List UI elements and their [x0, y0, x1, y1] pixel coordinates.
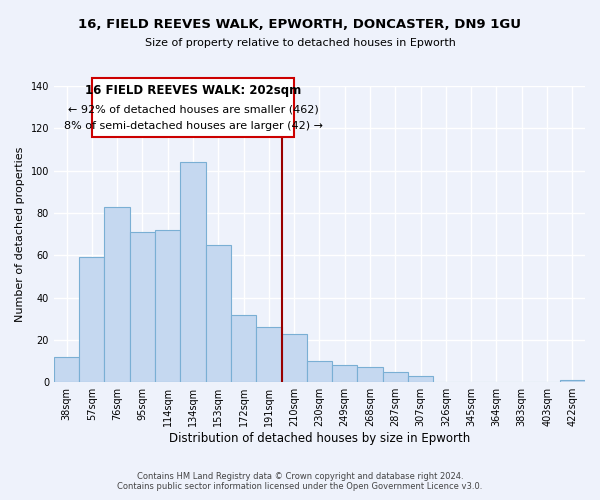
Bar [358, 368, 383, 382]
Bar [130, 232, 155, 382]
Y-axis label: Number of detached properties: Number of detached properties [15, 146, 25, 322]
Bar [54, 357, 79, 382]
Bar [104, 206, 130, 382]
Bar [155, 230, 181, 382]
Text: Size of property relative to detached houses in Epworth: Size of property relative to detached ho… [145, 38, 455, 48]
Text: 16 FIELD REEVES WALK: 202sqm: 16 FIELD REEVES WALK: 202sqm [85, 84, 301, 96]
Bar [181, 162, 206, 382]
Bar [206, 244, 231, 382]
Bar [79, 258, 104, 382]
Text: Contains HM Land Registry data © Crown copyright and database right 2024.: Contains HM Land Registry data © Crown c… [137, 472, 463, 481]
Bar [332, 366, 358, 382]
Bar [307, 361, 332, 382]
Text: Contains public sector information licensed under the Open Government Licence v3: Contains public sector information licen… [118, 482, 482, 491]
Bar [281, 334, 307, 382]
X-axis label: Distribution of detached houses by size in Epworth: Distribution of detached houses by size … [169, 432, 470, 445]
Bar [408, 376, 433, 382]
FancyBboxPatch shape [92, 78, 294, 137]
Text: ← 92% of detached houses are smaller (462): ← 92% of detached houses are smaller (46… [68, 104, 319, 115]
Bar [256, 327, 281, 382]
Bar [231, 314, 256, 382]
Text: 16, FIELD REEVES WALK, EPWORTH, DONCASTER, DN9 1GU: 16, FIELD REEVES WALK, EPWORTH, DONCASTE… [79, 18, 521, 30]
Text: 8% of semi-detached houses are larger (42) →: 8% of semi-detached houses are larger (4… [64, 121, 323, 131]
Bar [560, 380, 585, 382]
Bar [383, 372, 408, 382]
